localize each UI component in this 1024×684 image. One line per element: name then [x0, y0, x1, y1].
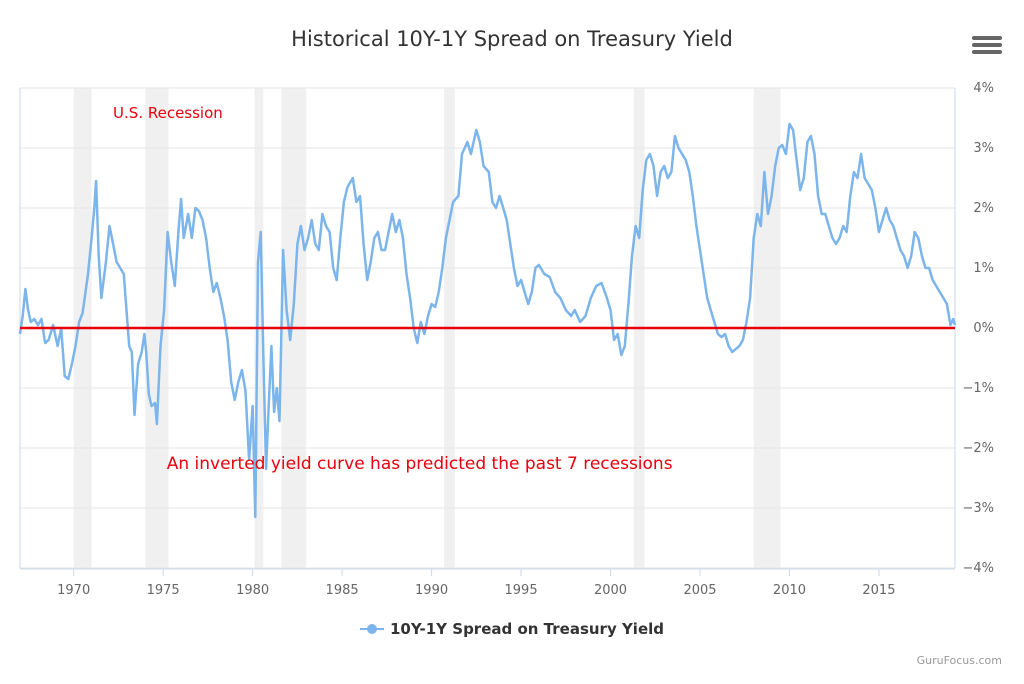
chart-legend: 10Y-1Y Spread on Treasury Yield: [0, 620, 1024, 639]
chart-title: Historical 10Y-1Y Spread on Treasury Yie…: [291, 27, 733, 51]
y-tick-label: −1%: [962, 381, 994, 396]
x-tick-label: 2000: [594, 583, 627, 598]
x-tick-label: 2010: [773, 583, 806, 598]
y-tick-label: 4%: [973, 81, 994, 96]
y-tick-label: 1%: [973, 261, 994, 276]
annotations: U.S. Recession An inverted yield curve ha…: [113, 104, 673, 474]
x-axis: 1970 1975 1980 1985 1990 1995 2000 2005 2010 2015: [57, 569, 895, 598]
x-tick-label: 1975: [147, 583, 180, 598]
y-tick-label: 2%: [973, 201, 994, 216]
credit-link[interactable]: GuruFocus.com: [916, 654, 1002, 667]
series-layer: [18, 122, 957, 519]
inverted-curve-annotation: An inverted yield curve has predicted th…: [167, 454, 673, 474]
y-tick-label: 3%: [973, 141, 994, 156]
series-line-spread: [18, 122, 957, 519]
x-tick-label: 1995: [505, 583, 538, 598]
x-tick-label: 2005: [683, 583, 716, 598]
x-tick-label: 1990: [415, 583, 448, 598]
y-tick-label: −3%: [962, 501, 994, 516]
x-tick-label: 2015: [862, 583, 895, 598]
hamburger-menu-icon[interactable]: [972, 36, 1002, 58]
legend-item-spread[interactable]: 10Y-1Y Spread on Treasury Yield: [359, 620, 664, 638]
y-axis: 4% 3% 2% 1% 0% −1% −2% −3% −4%: [962, 81, 994, 576]
x-tick-label: 1980: [236, 583, 269, 598]
x-tick-label: 1985: [326, 583, 359, 598]
legend-marker-icon: [359, 623, 384, 635]
y-tick-label: −2%: [962, 441, 994, 456]
y-tick-label: 0%: [973, 321, 994, 336]
y-tick-label: −4%: [962, 561, 994, 576]
legend-label: 10Y-1Y Spread on Treasury Yield: [389, 620, 664, 638]
recession-annotation: U.S. Recession: [113, 104, 223, 122]
x-tick-label: 1970: [57, 583, 90, 598]
